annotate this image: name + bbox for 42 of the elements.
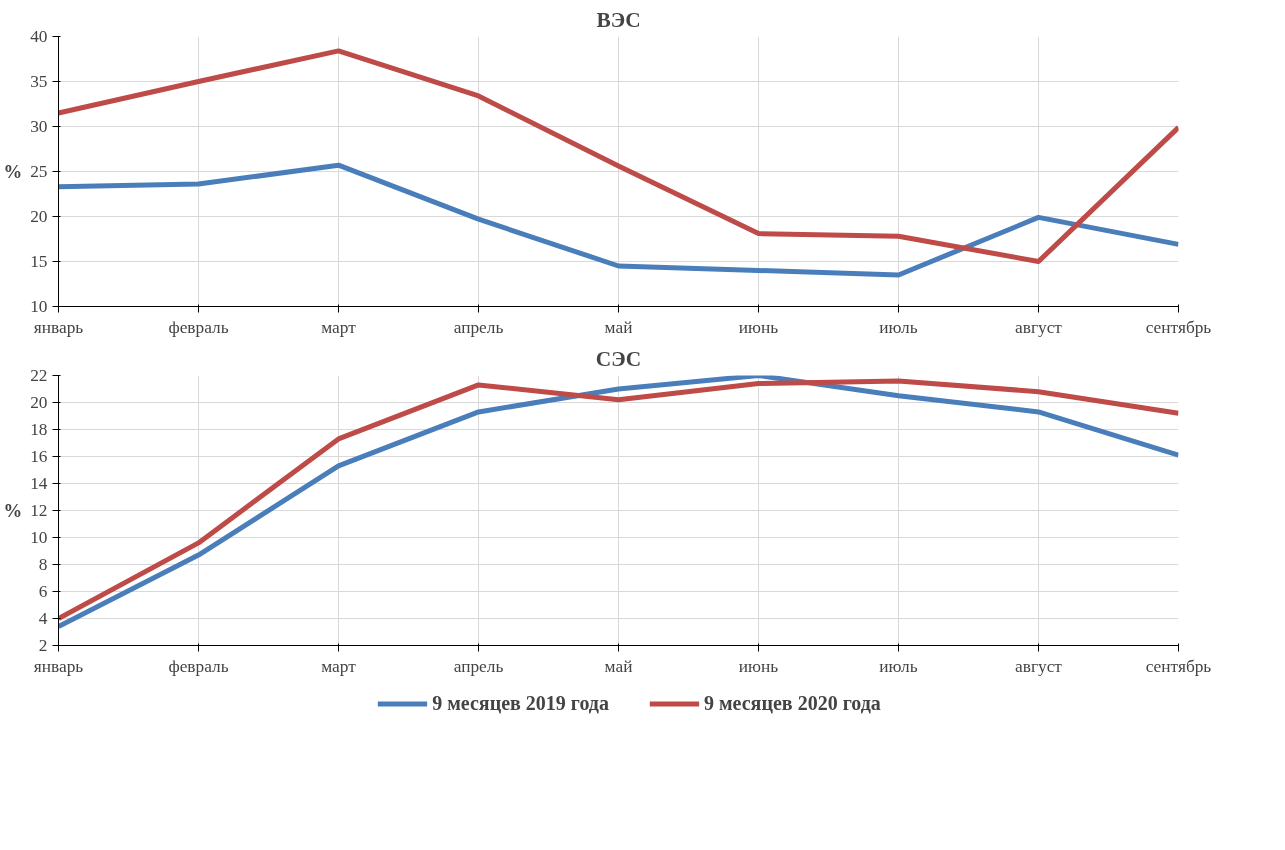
x-tick-label: июль	[879, 317, 918, 337]
x-tick-label: август	[1015, 656, 1063, 676]
y-tick-label: 2	[38, 636, 48, 655]
legend-label: 9 месяцев 2020 года	[704, 691, 881, 715]
y-tick-label: 8	[38, 555, 48, 574]
x-tick-label: март	[321, 317, 357, 337]
chart-title: ВЭС	[596, 7, 641, 32]
x-tick-label: апрель	[453, 317, 504, 337]
y-tick-label: 30	[30, 117, 48, 136]
x-tick-label: февраль	[168, 317, 229, 337]
y-axis-title: %	[3, 500, 23, 521]
x-tick-label: июнь	[738, 317, 779, 337]
x-tick-label: январь	[33, 317, 84, 337]
y-tick-label: 18	[30, 420, 48, 439]
x-tick-label: август	[1015, 317, 1063, 337]
x-tick-label: июль	[879, 656, 918, 676]
x-tick-label: май	[604, 317, 633, 337]
x-tick-label: май	[604, 656, 633, 676]
x-tick-label: июнь	[738, 656, 779, 676]
x-tick-label: сентябрь	[1145, 656, 1212, 676]
x-tick-label: январь	[33, 656, 84, 676]
y-tick-label: 25	[30, 162, 48, 181]
y-tick-label: 35	[30, 72, 48, 91]
y-tick-label: 20	[30, 207, 48, 226]
x-tick-label: февраль	[168, 656, 229, 676]
x-tick-label: апрель	[453, 656, 504, 676]
y-tick-label: 20	[30, 393, 48, 412]
y-tick-label: 15	[30, 252, 48, 271]
y-tick-label: 40	[30, 27, 48, 46]
x-tick-label: март	[321, 656, 357, 676]
y-tick-label: 10	[30, 297, 48, 316]
x-tick-label: сентябрь	[1145, 317, 1212, 337]
legend-label: 9 месяцев 2019 года	[432, 691, 609, 715]
y-tick-label: 12	[30, 501, 48, 520]
y-tick-label: 10	[30, 528, 48, 547]
y-tick-label: 4	[38, 609, 48, 628]
y-tick-label: 6	[38, 582, 48, 601]
y-tick-label: 16	[30, 447, 48, 466]
y-tick-label: 22	[30, 366, 48, 385]
y-axis-title: %	[3, 161, 23, 182]
y-tick-label: 14	[30, 474, 48, 493]
chart-title: СЭС	[595, 346, 642, 371]
